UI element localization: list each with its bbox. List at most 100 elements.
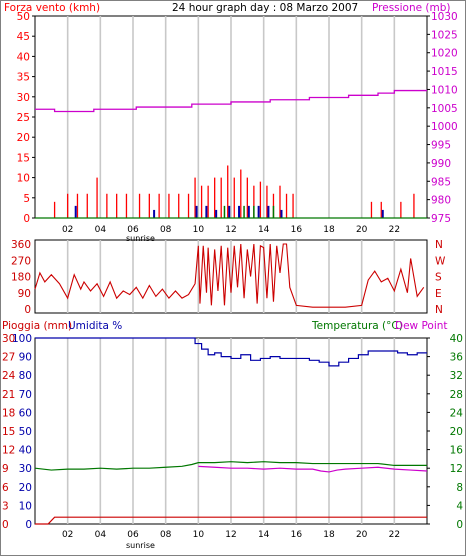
wind-y-tick-label: 25 <box>17 112 30 124</box>
x-tick-label: 14 <box>258 225 270 235</box>
humidity-y-tick-label: 60 <box>19 407 32 419</box>
x-tick-label: 20 <box>356 225 368 235</box>
compass-tick-label: N <box>435 239 443 251</box>
compass-tick-label: E <box>435 288 442 300</box>
humidity-y-tick-label: 100 <box>12 333 32 345</box>
direction-line <box>34 243 425 308</box>
rain-y-tick-label: 27 <box>2 352 15 364</box>
pressure-y-tick-label: 985 <box>431 176 451 188</box>
temp-y-tick-label: 40 <box>450 333 463 345</box>
rain-y-tick-label: 9 <box>2 463 9 475</box>
humidity-y-tick-label: 50 <box>19 426 32 438</box>
humidity-y-tick-label: 30 <box>19 463 32 475</box>
pressure-y-tick-label: 1015 <box>431 66 458 78</box>
temp-y-tick-label: 0 <box>456 519 463 531</box>
wind-y-tick-label: 15 <box>17 152 30 164</box>
pressure-y-tick-label: 1030 <box>431 11 458 23</box>
pressure-axis-label: Pressione (mb) <box>372 2 451 14</box>
x-tick-label: 16 <box>291 530 303 540</box>
pressure-y-tick-label: 1005 <box>431 103 458 115</box>
rain-y-tick-label: 21 <box>2 389 15 401</box>
direction-y-tick-label: 360 <box>11 239 31 251</box>
page-title: 24 hour graph day : 08 Marzo 2007 <box>172 2 358 14</box>
wind-y-tick-label: 20 <box>17 132 30 144</box>
direction-y-tick-label: 90 <box>18 288 31 300</box>
dewpoint-line <box>198 465 428 473</box>
pressure-y-tick-label: 990 <box>431 158 451 170</box>
direction-y-tick-label: 270 <box>11 255 31 267</box>
pressure-y-tick-label: 980 <box>431 195 451 207</box>
pressure-line <box>35 89 427 113</box>
direction-y-tick-label: 180 <box>11 272 31 284</box>
x-tick-label: 04 <box>95 530 107 540</box>
rain-y-tick-label: 30 <box>2 333 15 345</box>
x-tick-label: 12 <box>225 530 236 540</box>
pressure-y-tick-label: 975 <box>431 213 451 225</box>
rain-y-tick-label: 18 <box>2 407 15 419</box>
pressure-y-tick-label: 1000 <box>431 121 458 133</box>
dewpoint-axis-label: Dew Point <box>395 320 448 332</box>
temp-y-tick-label: 16 <box>450 445 464 457</box>
rain-y-tick-label: 6 <box>2 482 9 494</box>
humidity-y-tick-label: 10 <box>19 500 32 512</box>
humidity-axis-label: Umidita % <box>68 320 122 332</box>
wind-y-tick-label: 50 <box>17 11 30 23</box>
wind-axis-label: Forza vento (kmh) <box>4 2 100 14</box>
pressure-y-tick-label: 1020 <box>431 48 458 60</box>
x-tick-label: 22 <box>389 530 400 540</box>
rain-y-tick-label: 24 <box>2 370 16 382</box>
pressure-y-tick-label: 995 <box>431 140 451 152</box>
rain-y-tick-label: 0 <box>2 519 9 531</box>
x-tick-label: 18 <box>323 530 335 540</box>
temp-y-tick-label: 32 <box>450 370 463 382</box>
temp-y-tick-label: 4 <box>456 500 463 512</box>
compass-tick-label: S <box>435 272 442 284</box>
sunrise-label-top: sunrise <box>126 234 155 243</box>
temp-y-tick-label: 12 <box>450 463 463 475</box>
wind-pressure-panel: 0510152025303540455097598098599099510001… <box>17 11 458 235</box>
compass-tick-label: W <box>435 255 446 267</box>
pressure-y-tick-label: 1025 <box>431 29 458 41</box>
temperature-axis-label: Temperatura (°C) <box>311 320 403 332</box>
rain-y-tick-label: 12 <box>2 445 15 457</box>
x-tick-label: 04 <box>95 225 107 235</box>
x-tick-label: 10 <box>193 530 205 540</box>
humidity-line <box>35 337 427 367</box>
x-tick-label: 16 <box>291 225 303 235</box>
x-tick-label: 22 <box>389 225 400 235</box>
x-tick-label: 06 <box>127 225 139 235</box>
humidity-y-tick-label: 70 <box>19 389 32 401</box>
compass-tick-label: N <box>435 304 443 316</box>
temp-y-tick-label: 8 <box>456 482 463 494</box>
humidity-y-tick-label: 90 <box>19 352 32 364</box>
humidity-y-tick-label: 40 <box>19 445 32 457</box>
wind-y-tick-label: 45 <box>17 31 30 43</box>
x-tick-label: 02 <box>62 530 73 540</box>
x-tick-label: 20 <box>356 530 368 540</box>
temperature-line <box>34 461 427 471</box>
x-tick-label: 06 <box>127 530 139 540</box>
temp-y-tick-label: 36 <box>450 352 464 364</box>
humidity-y-tick-label: 0 <box>25 519 32 531</box>
x-tick-label: 02 <box>62 225 73 235</box>
humidity-y-tick-label: 80 <box>19 370 32 382</box>
direction-y-tick-label: 0 <box>24 304 31 316</box>
humidity-y-tick-label: 20 <box>19 482 32 494</box>
rain-humidity-temp-panel: 0369121518212427300102030405060708090100… <box>2 333 463 540</box>
wind-y-tick-label: 0 <box>23 213 30 225</box>
wind-y-tick-label: 35 <box>17 72 30 84</box>
pressure-y-tick-label: 1010 <box>431 84 458 96</box>
wind-y-tick-label: 5 <box>23 193 30 205</box>
rain-y-tick-label: 15 <box>2 426 15 438</box>
temp-y-tick-label: 20 <box>450 426 463 438</box>
x-tick-label: 08 <box>160 225 172 235</box>
temp-y-tick-label: 24 <box>450 407 464 419</box>
x-tick-label: 08 <box>160 530 172 540</box>
wind-y-tick-label: 40 <box>17 51 30 63</box>
rain-axis-label: Pioggia (mm) <box>2 320 72 332</box>
x-tick-label: 18 <box>323 225 335 235</box>
sunrise-label-bottom: sunrise <box>126 541 155 550</box>
wind-y-tick-label: 30 <box>17 92 30 104</box>
temp-y-tick-label: 28 <box>450 389 463 401</box>
